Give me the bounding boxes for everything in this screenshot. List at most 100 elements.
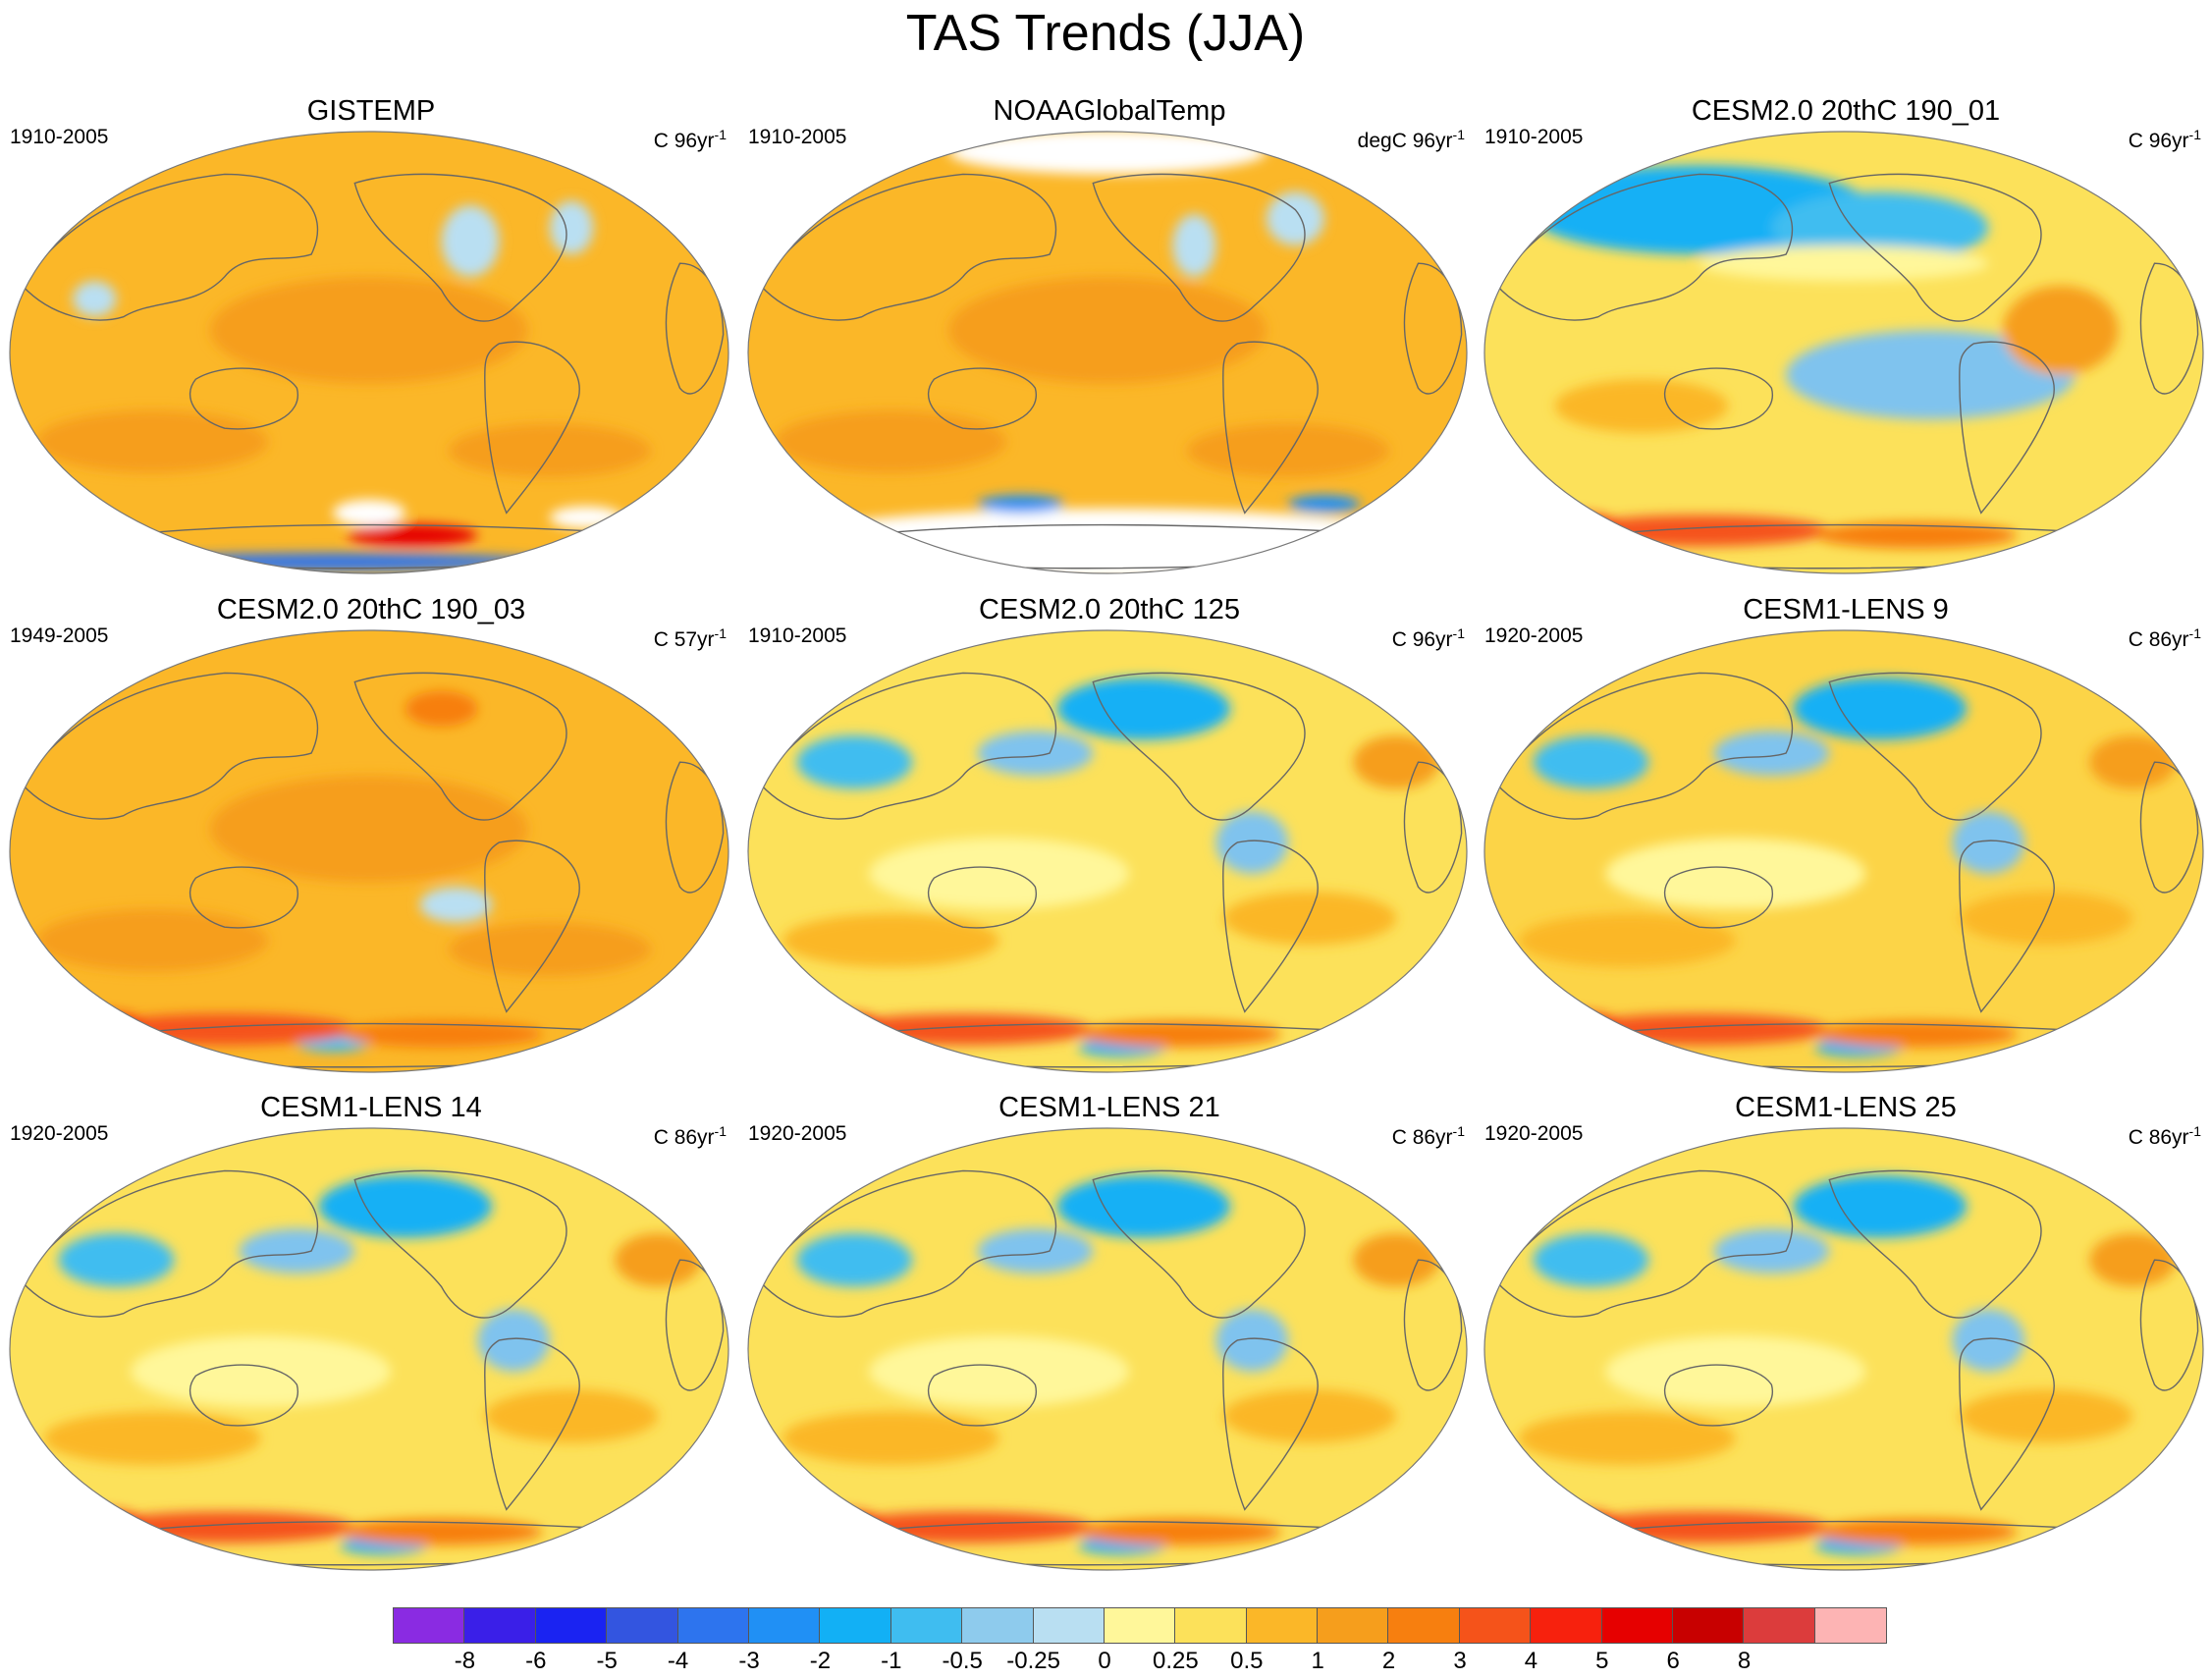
map-panel: CESM1-LENS 25 1920-2005 C 86yr-1 [1483, 1090, 2209, 1581]
panel-title: CESM1-LENS 25 [1735, 1092, 1957, 1123]
colorbar-swatch [820, 1608, 891, 1643]
robinson-map [8, 628, 730, 1074]
map-panel: CESM1-LENS 14 1920-2005 C 86yr-1 [8, 1090, 734, 1581]
trend-anomaly-patch [2002, 285, 2119, 375]
coastline [1092, 1169, 1306, 1319]
trend-anomaly-patch [404, 690, 478, 727]
panel-units: C 86yr-1 [1391, 1123, 1465, 1149]
panel-period: 1920-2005 [10, 1122, 109, 1145]
coastline [353, 672, 567, 821]
coastline [1092, 672, 1306, 821]
colorbar-tick-label: -0.5 [942, 1648, 983, 1674]
trend-anomaly-patch [1353, 734, 1440, 789]
main-title: TAS Trends (JJA) [905, 5, 1306, 62]
trend-anomaly-patch [782, 1411, 999, 1466]
coastline [21, 672, 319, 820]
colorbar-swatch [1601, 1608, 1674, 1643]
trend-anomaly-patch [36, 410, 268, 473]
panel-period: 1910-2005 [10, 126, 109, 148]
map-panel: GISTEMP 1910-2005 C 96yr-1 [8, 93, 734, 584]
trend-anomaly-patch [318, 1174, 493, 1238]
trend-anomaly-patch [340, 1518, 543, 1545]
colorbar-tick-label: -5 [596, 1648, 618, 1674]
panel-title: CESM1-LENS 21 [998, 1092, 1220, 1123]
colorbar-swatch [1033, 1608, 1105, 1643]
trend-anomaly-patch [419, 887, 493, 923]
trend-anomaly-patch [1266, 191, 1324, 246]
robinson-map [746, 130, 1469, 575]
panel-units: C 86yr-1 [653, 1123, 727, 1149]
map-panel: CESM1-LENS 21 1920-2005 C 86yr-1 [746, 1090, 1473, 1581]
map-border [1483, 629, 2204, 1073]
colorbar-tick-label: -1 [881, 1648, 902, 1674]
map-border [1483, 1127, 2204, 1571]
trend-anomaly-patch [1078, 1518, 1281, 1545]
trend-anomaly-patch [1554, 379, 1729, 433]
trend-anomaly-patch [2089, 1232, 2177, 1287]
map-border [747, 131, 1468, 574]
colorbar-swatch [1744, 1608, 1815, 1643]
colorbar-swatch [1318, 1608, 1389, 1643]
colorbar-tick-label: 6 [1666, 1648, 1680, 1674]
colorbar-tick-label: 1 [1311, 1648, 1324, 1674]
panel-title: CESM1-LENS 14 [260, 1092, 482, 1123]
trend-anomaly-patch [210, 775, 528, 883]
map-panel: NOAAGlobalTemp 1910-2005 degC 96yr-1 [746, 93, 1473, 584]
trend-anomaly-patch [131, 1335, 392, 1408]
coastline [1663, 1364, 1774, 1427]
coastline [1222, 1337, 1319, 1511]
trend-anomaly-patch [1222, 891, 1397, 946]
coastline [189, 1364, 299, 1427]
coastline [1222, 840, 1319, 1013]
coastline [1828, 1169, 2042, 1319]
coastline [484, 341, 580, 515]
trend-anomaly-patch [1713, 731, 1830, 776]
trend-anomaly-patch [441, 205, 500, 277]
panel-period: 1949-2005 [10, 624, 109, 647]
coastline [1828, 173, 2042, 322]
trend-anomaly-patch [1786, 330, 2076, 420]
coastline [927, 1364, 1038, 1427]
trend-anomaly-patch [615, 1232, 702, 1287]
colorbar-swatch [464, 1608, 536, 1643]
colorbar-tick-label: 8 [1737, 1648, 1752, 1674]
colorbar-swatch [1175, 1608, 1247, 1643]
colorbar-swatch [1459, 1608, 1532, 1643]
coastline [1495, 672, 1794, 820]
panel-units: degC 96yr-1 [1357, 127, 1465, 152]
trend-anomaly-patch [1518, 1411, 1736, 1466]
colorbar-tick-label: -2 [809, 1648, 832, 1674]
panel-period: 1920-2005 [1484, 624, 1584, 647]
panel-units: C 57yr-1 [653, 625, 727, 651]
robinson-map [8, 130, 730, 575]
trend-anomaly-patch [239, 1228, 355, 1274]
trend-anomaly-patch [333, 499, 405, 527]
colorbar-tick-label: -6 [525, 1648, 547, 1674]
map-border [9, 629, 729, 1073]
colorbar-swatch [1814, 1608, 1887, 1643]
trend-anomaly-patch [977, 731, 1094, 776]
trend-anomaly-patch [775, 410, 1006, 473]
map-panel: CESM2.0 20thC 190_01 1910-2005 C 96yr-1 [1483, 93, 2209, 584]
trend-anomaly-patch [948, 276, 1267, 384]
panel-period: 1910-2005 [748, 624, 847, 647]
trend-anomaly-patch [796, 734, 913, 789]
coastline [484, 840, 580, 1013]
trend-anomaly-patch [58, 1232, 175, 1287]
colorbar-swatch [1104, 1608, 1176, 1643]
panel-period: 1920-2005 [748, 1122, 847, 1145]
coastline [1222, 341, 1319, 515]
trend-anomaly-patch [484, 1388, 659, 1443]
robinson-map [1483, 1126, 2205, 1572]
colorbar-swatch [748, 1608, 821, 1643]
panel-units: C 96yr-1 [653, 127, 727, 152]
trend-anomaly-patch [1814, 521, 2018, 549]
colorbar [393, 1607, 1888, 1644]
map-border [747, 629, 1468, 1073]
trend-anomaly-patch [1793, 677, 1968, 740]
trend-anomaly-patch [782, 913, 999, 968]
coastline [759, 672, 1057, 820]
coastline [1828, 672, 2042, 821]
coastline [1959, 341, 2055, 515]
panel-units: C 86yr-1 [2128, 625, 2201, 651]
